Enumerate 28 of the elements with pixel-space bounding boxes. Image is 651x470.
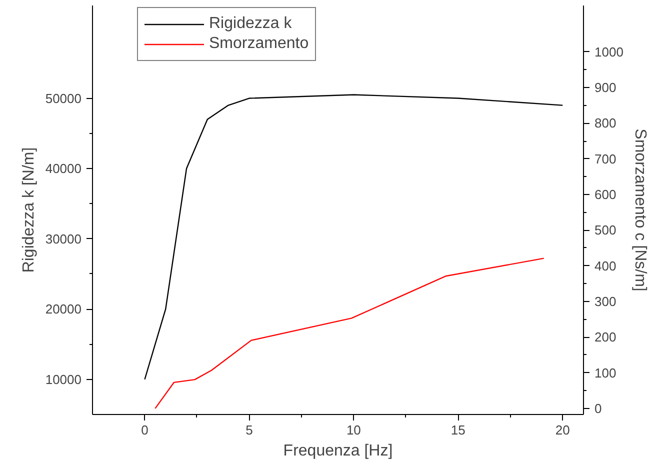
y2-tick-label: 600 [594, 186, 616, 202]
x-tick-label: 5 [246, 422, 253, 438]
x-tick-label: 10 [346, 422, 361, 438]
y-tick-label: 40000 [45, 161, 82, 176]
y-tick-label: 20000 [45, 302, 82, 317]
y2-tick-label: 700 [594, 151, 616, 166]
y2-tick-label: 300 [594, 294, 616, 309]
y2-tick-label: 1000 [594, 44, 624, 60]
y2-tick-label: 900 [594, 80, 616, 96]
line-series [154, 258, 544, 410]
y-axis-title: Rigidezza k [N/m] [20, 147, 38, 273]
legend-label: Smorzamento [209, 35, 309, 53]
x-tick-label: 20 [555, 422, 570, 438]
y2-tick-label: 200 [594, 330, 616, 345]
y-tick-label: 30000 [45, 231, 82, 246]
x-axis-title: Frequenza [Hz] [283, 442, 393, 460]
line-series [144, 94, 564, 380]
y2-tick-label: 100 [594, 365, 616, 380]
y2-tick-label: 400 [594, 258, 616, 274]
y2-tick-label: 800 [594, 116, 616, 131]
legend-label: Rigidezza k [209, 15, 292, 33]
y2-tick-label: 500 [594, 222, 616, 238]
y2-tick-label: 0 [594, 400, 602, 416]
y-tick-label: 10000 [45, 372, 82, 387]
x-tick-label: 0 [141, 422, 148, 438]
y2-axis-title: Smorzamento c [Ns/m] [631, 128, 648, 292]
y-tick-label: 50000 [45, 90, 82, 106]
x-tick-label: 15 [450, 422, 466, 438]
